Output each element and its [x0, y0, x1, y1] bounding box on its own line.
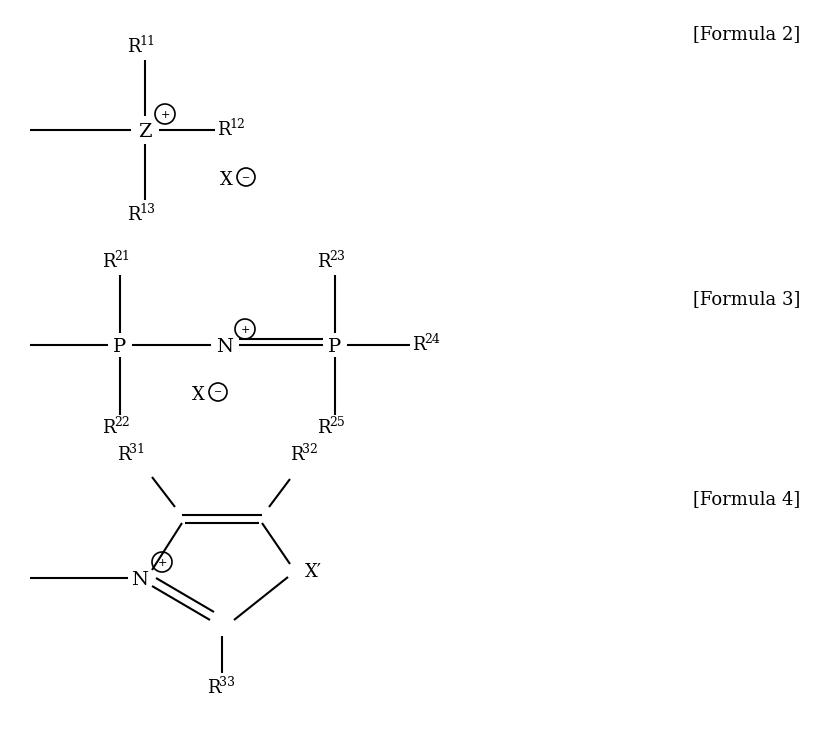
Text: −: −: [242, 173, 250, 182]
Text: 21: 21: [114, 250, 130, 263]
Text: 24: 24: [424, 333, 440, 346]
Text: R: R: [317, 419, 331, 437]
Text: +: +: [240, 325, 250, 335]
Text: X′: X′: [305, 563, 322, 581]
Text: P: P: [113, 338, 126, 356]
Text: N: N: [216, 338, 233, 356]
Text: R: R: [102, 419, 116, 437]
Text: 31: 31: [129, 443, 145, 456]
Text: Z: Z: [139, 123, 152, 141]
Text: R: R: [117, 446, 130, 464]
Text: +: +: [158, 558, 167, 568]
Text: R: R: [317, 253, 331, 271]
Text: 12: 12: [229, 118, 245, 131]
Text: 25: 25: [329, 416, 345, 429]
Text: R: R: [102, 253, 116, 271]
Text: R: R: [127, 206, 140, 224]
Text: −: −: [214, 388, 222, 397]
Text: 32: 32: [302, 443, 318, 456]
Text: 13: 13: [139, 203, 155, 216]
Text: X: X: [192, 386, 205, 404]
Text: 11: 11: [139, 35, 155, 48]
Text: [Formula 2]: [Formula 2]: [693, 25, 800, 43]
Text: [Formula 3]: [Formula 3]: [693, 290, 800, 308]
Text: N: N: [131, 571, 148, 589]
Text: R: R: [207, 679, 220, 697]
Text: 22: 22: [114, 416, 130, 429]
Text: R: R: [290, 446, 304, 464]
Text: 33: 33: [219, 676, 235, 689]
Text: R: R: [127, 38, 140, 56]
Text: +: +: [160, 110, 170, 120]
Text: [Formula 4]: [Formula 4]: [693, 490, 800, 508]
Text: R: R: [412, 336, 426, 354]
Text: R: R: [217, 121, 230, 139]
Text: 23: 23: [329, 250, 345, 263]
Text: P: P: [328, 338, 342, 356]
Text: X: X: [220, 171, 233, 189]
